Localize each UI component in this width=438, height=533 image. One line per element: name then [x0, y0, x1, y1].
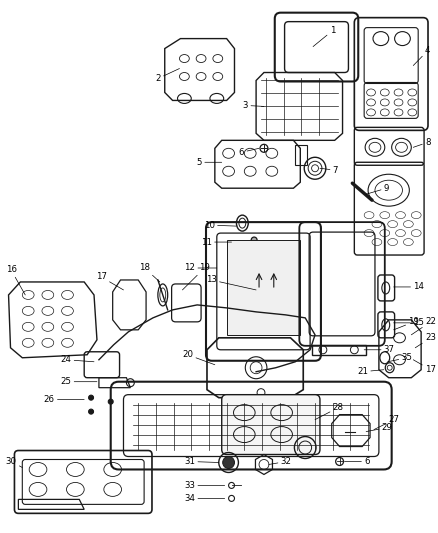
Text: 9: 9 — [366, 184, 389, 194]
Text: 35: 35 — [388, 353, 413, 362]
Text: 37: 37 — [364, 345, 395, 354]
Text: 34: 34 — [184, 494, 225, 503]
Text: 31: 31 — [184, 457, 219, 466]
Polygon shape — [226, 240, 300, 335]
Text: 17: 17 — [413, 360, 436, 374]
Text: 29: 29 — [366, 423, 393, 432]
Text: 23: 23 — [415, 333, 436, 348]
Text: 3: 3 — [243, 101, 264, 110]
Text: 1: 1 — [313, 26, 335, 46]
Text: 25: 25 — [60, 377, 97, 386]
Text: 16: 16 — [6, 265, 25, 295]
Ellipse shape — [88, 395, 94, 400]
Text: 33: 33 — [184, 481, 225, 490]
Text: 12: 12 — [184, 263, 217, 272]
Text: 24: 24 — [60, 356, 94, 364]
Ellipse shape — [251, 237, 257, 243]
Text: 6: 6 — [239, 148, 259, 157]
Text: 4: 4 — [413, 46, 431, 66]
Text: 15: 15 — [394, 318, 424, 327]
Text: 21: 21 — [357, 367, 384, 376]
Text: 10: 10 — [204, 221, 237, 230]
Ellipse shape — [88, 409, 94, 414]
Text: 32: 32 — [269, 457, 292, 466]
Text: 13: 13 — [206, 276, 256, 290]
Text: 26: 26 — [44, 395, 84, 404]
Text: 20: 20 — [182, 350, 215, 365]
Ellipse shape — [108, 399, 113, 404]
Text: 11: 11 — [201, 238, 232, 247]
FancyBboxPatch shape — [222, 394, 320, 455]
Text: 14: 14 — [394, 282, 424, 292]
Text: 7: 7 — [320, 166, 338, 175]
Text: 8: 8 — [413, 138, 431, 147]
Text: 30: 30 — [6, 457, 22, 467]
Text: 18: 18 — [139, 263, 160, 282]
Text: 28: 28 — [315, 403, 344, 419]
Text: 19: 19 — [394, 317, 419, 330]
Text: 27: 27 — [374, 415, 400, 430]
Text: 6: 6 — [345, 457, 370, 466]
Text: 22: 22 — [411, 317, 436, 335]
Ellipse shape — [223, 456, 234, 469]
Text: 19: 19 — [182, 263, 210, 290]
Bar — [295, 146, 307, 165]
Text: 5: 5 — [197, 158, 222, 167]
Text: 17: 17 — [96, 272, 124, 290]
Text: 2: 2 — [155, 69, 180, 83]
